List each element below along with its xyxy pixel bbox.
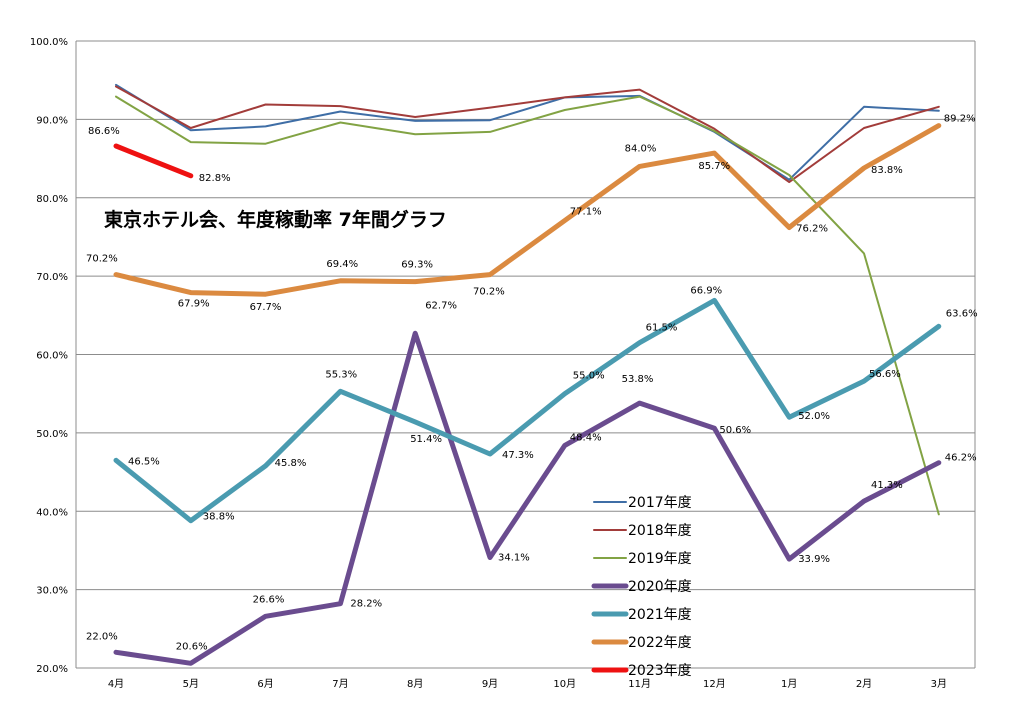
y-tick-label: 50.0%: [36, 429, 68, 440]
series-line: [113, 143, 194, 179]
x-tick-label: 2月: [856, 678, 872, 690]
data-label-layer: 22.0% 20.6% 26.6% 28.2% 62.7% 34.1% 48.4% 53.8%…: [86, 114, 978, 653]
data-label: 67.9%: [178, 299, 210, 310]
x-tick-label: 1月: [781, 678, 797, 690]
data-label: 76.2%: [796, 224, 828, 235]
data-label: 22.0%: [86, 631, 118, 642]
data-label: 52.0%: [798, 411, 830, 422]
x-tick-label: 9月: [482, 678, 498, 690]
data-label: 70.2%: [473, 287, 505, 298]
y-tick-label: 20.0%: [36, 664, 68, 675]
data-label: 61.5%: [646, 323, 678, 334]
data-label: 50.6%: [719, 425, 751, 436]
data-label: 55.0%: [573, 371, 605, 382]
data-label: 26.6%: [253, 594, 285, 605]
series-layer: [113, 83, 942, 666]
legend-entry: 2021年度: [628, 607, 692, 623]
series-line: [115, 85, 940, 184]
legend-entry: 2022年度: [628, 635, 692, 651]
data-label: 47.3%: [502, 450, 534, 461]
data-label: 83.8%: [871, 165, 903, 176]
data-label: 85.7%: [698, 161, 730, 172]
series-line: [113, 123, 942, 297]
x-tick-label: 5月: [183, 678, 199, 690]
data-label: 20.6%: [176, 641, 208, 652]
legend-entry: 2023年度: [628, 663, 692, 679]
series-line: [115, 95, 940, 516]
x-tick-label: 7月: [332, 678, 348, 690]
data-label: 46.5%: [128, 456, 160, 467]
x-tick-label: 6月: [257, 678, 273, 690]
series-line: [113, 330, 942, 666]
legend-entry: 2018年度: [628, 523, 692, 539]
legend-entry: 2020年度: [628, 579, 692, 595]
data-label: 69.4%: [326, 259, 358, 270]
data-label: 34.1%: [498, 552, 530, 563]
series-line: [115, 83, 940, 181]
y-tick-label: 100.0%: [30, 37, 68, 48]
data-label: 82.8%: [199, 173, 231, 184]
data-label: 28.2%: [350, 599, 382, 610]
data-label: 69.3%: [401, 260, 433, 271]
chart-title: 東京ホテル会、年度稼動率 7年間グラフ: [104, 208, 447, 231]
y-tick-label: 30.0%: [36, 586, 68, 597]
data-label: 67.7%: [250, 302, 282, 313]
x-tick-label: 11月: [628, 678, 651, 690]
data-label: 56.6%: [869, 369, 901, 380]
data-label: 66.9%: [690, 285, 722, 296]
legend: 2017年度 2018年度 2019年度 2020年度 2021年度 2022年度 2023…: [591, 495, 692, 679]
data-label: 51.4%: [410, 434, 442, 445]
data-label: 53.8%: [622, 374, 654, 385]
data-label: 55.3%: [325, 369, 357, 380]
data-label: 89.2%: [944, 114, 976, 125]
x-tick-label: 10月: [553, 678, 576, 690]
data-label: 62.7%: [425, 300, 457, 311]
data-label: 63.6%: [946, 308, 978, 319]
y-tick-label: 60.0%: [36, 351, 68, 362]
x-tick-label: 3月: [931, 678, 947, 690]
y-tick-label: 90.0%: [36, 115, 68, 126]
y-tick-label: 80.0%: [36, 194, 68, 205]
data-label: 48.4%: [570, 432, 602, 443]
data-label: 70.2%: [86, 254, 118, 265]
data-label: 41.3%: [871, 480, 903, 491]
y-tick-label: 70.0%: [36, 272, 68, 283]
x-tick-label: 12月: [703, 678, 726, 690]
grid-layer: 20.0% 30.0% 40.0% 50.0% 60.0% 70.0% 80.0% 90.0%…: [30, 37, 976, 690]
data-label: 45.8%: [275, 458, 307, 469]
series-line: [113, 297, 942, 524]
data-label: 38.8%: [203, 512, 235, 523]
data-label: 84.0%: [625, 143, 657, 154]
legend-entry: 2017年度: [628, 495, 692, 511]
data-label: 33.9%: [798, 554, 830, 565]
legend-entry: 2019年度: [628, 551, 692, 567]
y-tick-label: 40.0%: [36, 507, 68, 518]
x-tick-label: 8月: [407, 678, 423, 690]
x-tick-label: 4月: [108, 678, 124, 690]
data-label: 46.2%: [945, 453, 977, 464]
data-label: 77.1%: [570, 206, 602, 217]
data-label: 86.6%: [88, 126, 120, 137]
